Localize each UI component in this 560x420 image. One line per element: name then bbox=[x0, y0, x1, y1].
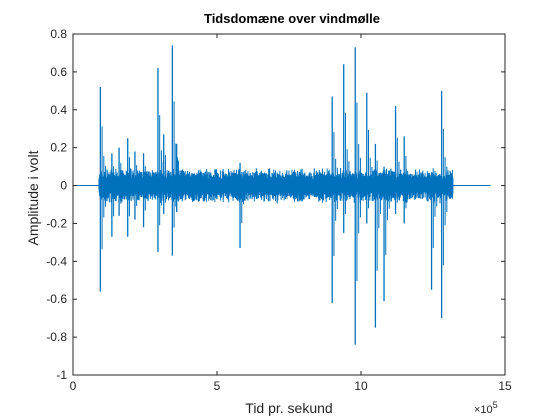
x-axis-exponent-power: 5 bbox=[493, 400, 498, 410]
y-tick-label: -0.2 bbox=[46, 216, 67, 230]
y-tick-label: -0.4 bbox=[46, 254, 67, 268]
y-tick-label: -0.6 bbox=[46, 292, 67, 306]
y-tick-label: -1 bbox=[56, 368, 67, 382]
y-axis: -1 -0.8 -0.6 -0.4 -0.2 0 0.2 0.4 0.6 0.8 bbox=[46, 27, 505, 382]
x-tick-label: 5 bbox=[214, 379, 221, 393]
y-tick-label: 0 bbox=[60, 179, 67, 193]
x-tick-label: 0 bbox=[70, 379, 77, 393]
x-axis: 0 5 10 15 bbox=[70, 34, 512, 393]
y-tick-label: 0.8 bbox=[50, 27, 67, 41]
x-axis-exponent: ×105 bbox=[474, 400, 498, 416]
x-tick-label: 15 bbox=[498, 379, 512, 393]
x-tick-label: 10 bbox=[354, 379, 368, 393]
plot-border bbox=[72, 33, 506, 376]
y-tick-label: 0.2 bbox=[50, 141, 67, 155]
signal-series bbox=[73, 45, 491, 345]
plot-area bbox=[73, 34, 505, 375]
y-axis-label: Amplitude i volt bbox=[25, 150, 41, 245]
y-tick-label: 0.6 bbox=[50, 65, 67, 79]
x-axis-label: Tid pr. sekund bbox=[245, 400, 332, 416]
y-tick-label: 0.4 bbox=[50, 103, 67, 117]
y-tick-label: -0.8 bbox=[46, 330, 67, 344]
chart-title: Tidsdomæne over vindmølle bbox=[204, 11, 380, 26]
x-axis-exponent-base: ×10 bbox=[474, 404, 493, 416]
